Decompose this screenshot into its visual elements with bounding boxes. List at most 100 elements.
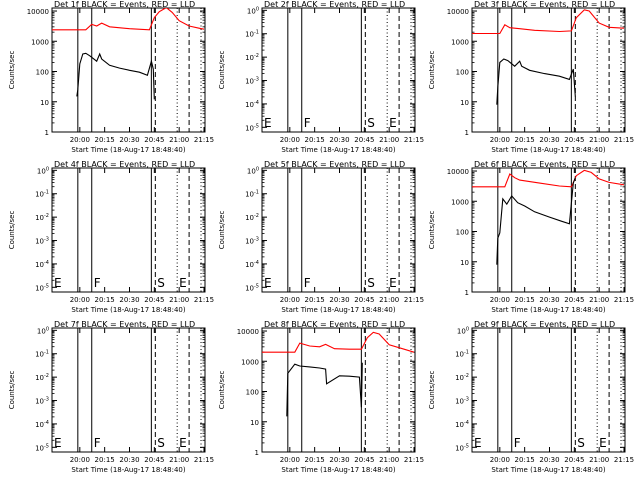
detector-panel-9f: Det 9f BLACK = Events, RED = LLD Counts/s… (428, 320, 634, 474)
x-axis-label: Start Time (18-Aug-17 18:48:40) (281, 466, 395, 474)
y-tick-label: 10000 (237, 328, 259, 336)
marker-letter-e: E (54, 436, 62, 450)
y-tick-label: 1 (465, 129, 469, 137)
y-tick-label: 100 (457, 326, 469, 335)
y-tick-label: 10-5 (245, 283, 259, 292)
y-tick-label: 10-1 (245, 30, 259, 39)
x-tick-label: 20:00 (70, 136, 90, 144)
x-tick-label: 21:00 (169, 456, 189, 464)
y-tick-label: 10-3 (35, 237, 49, 246)
x-tick-label: 20:15 (95, 136, 115, 144)
plot-frame (261, 327, 416, 453)
detector-panel-6f: Det 6f BLACK = Events, RED = LLD Counts/s… (428, 160, 634, 314)
x-tick-label: 21:15 (404, 456, 424, 464)
marker-letter-e: E (54, 276, 62, 290)
y-tick-label: 10-4 (35, 420, 49, 429)
marker-letter-e: E (264, 276, 272, 290)
x-tick-label: 20:45 (144, 136, 164, 144)
marker-letter-e: E (599, 436, 607, 450)
x-tick-label: 20:00 (490, 456, 510, 464)
y-tick-label: 10-1 (245, 190, 259, 199)
plot-frame (51, 167, 206, 293)
plot-frame (261, 167, 416, 293)
y-tick-label: 100 (247, 6, 259, 15)
marker-letter-s: S (157, 276, 165, 290)
y-tick-label: 10-5 (455, 443, 469, 452)
y-tick-label: 10-2 (455, 373, 469, 382)
y-tick-label: 10 (40, 99, 49, 107)
x-tick-label: 20:45 (144, 456, 164, 464)
x-tick-label: 20:15 (95, 456, 115, 464)
y-tick-label: 10-1 (455, 350, 469, 359)
x-tick-label: 20:15 (515, 296, 535, 304)
x-tick-label: 20:00 (70, 456, 90, 464)
y-axis-label: Counts/sec (428, 211, 436, 250)
x-tick-label: 21:00 (589, 456, 609, 464)
y-tick-label: 10000 (447, 8, 469, 16)
x-axis-label: Start Time (18-Aug-17 18:48:40) (71, 466, 185, 474)
detector-panel-8f: Det 8f BLACK = Events, RED = LLD Counts/s… (218, 320, 424, 474)
y-tick-label: 10-5 (35, 443, 49, 452)
x-tick-label: 20:15 (305, 136, 325, 144)
x-tick-label: 20:00 (490, 136, 510, 144)
x-tick-label: 20:30 (329, 296, 349, 304)
y-tick-label: 10-5 (245, 123, 259, 132)
marker-letter-f: F (94, 276, 101, 290)
marker-letter-e: E (264, 116, 272, 130)
x-tick-label: 20:45 (564, 296, 584, 304)
detector-panel-2f: Det 2f BLACK = Events, RED = LLD Counts/s… (218, 0, 424, 154)
y-tick-label: 10000 (27, 8, 49, 16)
x-tick-label: 20:30 (119, 136, 139, 144)
series-events-line (496, 58, 576, 105)
marker-letter-s: S (157, 436, 165, 450)
y-tick-label: 10-3 (455, 397, 469, 406)
marker-letter-f: F (304, 276, 311, 290)
x-tick-label: 21:00 (379, 456, 399, 464)
y-tick-label: 10-5 (35, 283, 49, 292)
y-tick-label: 100 (36, 69, 49, 77)
x-tick-label: 21:00 (169, 136, 189, 144)
plot-frame (51, 7, 206, 133)
x-tick-label: 20:15 (515, 136, 535, 144)
plot-frame (261, 7, 416, 133)
x-tick-label: 20:45 (564, 136, 584, 144)
x-tick-label: 21:00 (169, 296, 189, 304)
y-tick-label: 10-4 (35, 260, 49, 269)
marker-letter-s: S (367, 116, 375, 130)
x-tick-label: 20:45 (354, 136, 374, 144)
marker-letter-f: F (304, 116, 311, 130)
y-tick-label: 1000 (451, 38, 469, 46)
y-tick-label: 100 (456, 229, 469, 237)
x-tick-label: 21:00 (589, 296, 609, 304)
x-tick-label: 20:30 (329, 136, 349, 144)
x-tick-label: 21:15 (614, 296, 634, 304)
x-tick-label: 21:15 (194, 136, 214, 144)
y-tick-label: 10 (250, 419, 259, 427)
y-tick-label: 100 (37, 166, 49, 175)
x-tick-label: 20:45 (354, 456, 374, 464)
detector-panel-3f: Det 3f BLACK = Events, RED = LLD Counts/s… (428, 0, 634, 154)
marker-letter-s: S (367, 276, 375, 290)
x-tick-label: 20:00 (70, 296, 90, 304)
detector-panel-5f: Det 5f BLACK = Events, RED = LLD Counts/s… (218, 160, 424, 314)
series-lld-line (472, 9, 625, 35)
x-tick-label: 20:15 (305, 456, 325, 464)
x-tick-label: 21:15 (404, 136, 424, 144)
y-axis-label: Counts/sec (8, 51, 16, 90)
series-lld-line (52, 8, 205, 31)
series-lld-line (472, 169, 625, 188)
marker-letter-f: F (514, 436, 521, 450)
plot-title: Det 4f BLACK = Events, RED = LLD (54, 160, 195, 169)
y-axis-label: Counts/sec (8, 211, 16, 250)
y-axis-label: Counts/sec (8, 371, 16, 410)
x-tick-label: 20:30 (119, 296, 139, 304)
x-tick-label: 20:30 (539, 136, 559, 144)
y-tick-label: 100 (37, 326, 49, 335)
plot-frame (471, 7, 626, 133)
x-tick-label: 20:30 (119, 456, 139, 464)
y-tick-label: 1000 (451, 198, 469, 206)
x-axis-label: Start Time (18-Aug-17 18:48:40) (491, 306, 605, 314)
x-tick-label: 20:15 (515, 456, 535, 464)
x-tick-label: 20:00 (280, 456, 300, 464)
